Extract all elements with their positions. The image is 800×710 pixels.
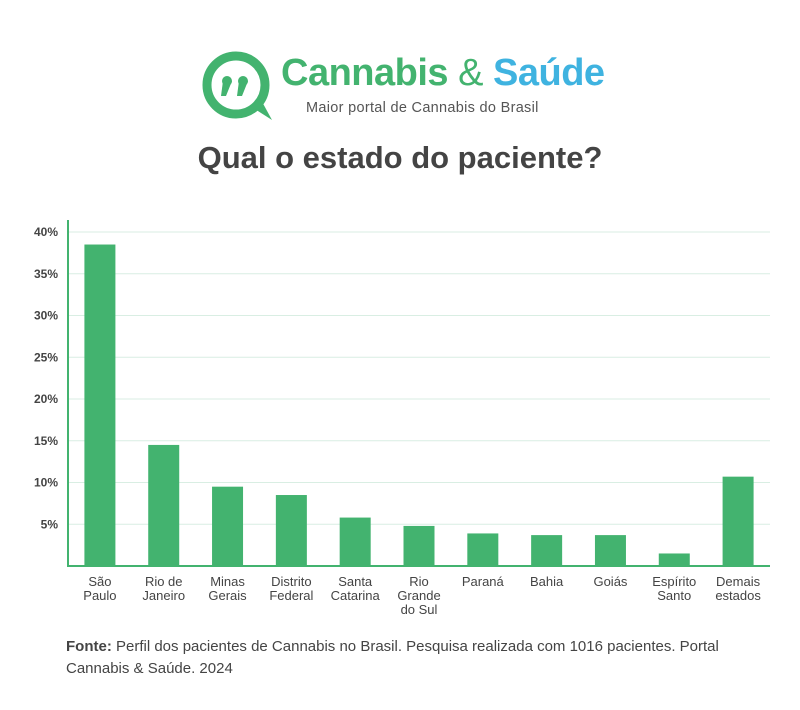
brand-name-part1: Cannabis (281, 52, 449, 94)
y-tick-label: 20% (34, 392, 58, 406)
brand-name-part2: Saúde (493, 52, 605, 94)
y-tick-label: 35% (34, 267, 58, 281)
bar (339, 517, 371, 566)
x-tick-label: Paraná (462, 574, 505, 589)
source-text: Perfil dos pacientes de Cannabis no Bras… (66, 638, 719, 677)
y-tick-label: 25% (34, 350, 58, 364)
x-tick-label: Distrito Federal (269, 574, 313, 603)
bar (722, 476, 754, 566)
brand-name-amp: & (458, 52, 483, 94)
y-tick-label: 10% (34, 476, 58, 490)
bar (531, 535, 563, 566)
bar (148, 444, 180, 566)
brand-tagline: Maior portal de Cannabis do Brasil (306, 100, 539, 116)
y-tick-label: 5% (41, 517, 59, 531)
x-tick-label: Santa Catarina (331, 574, 381, 603)
y-tick-label: 40% (34, 225, 58, 239)
brand-name: Cannabis & Saúde (281, 52, 605, 95)
bar (658, 553, 690, 566)
x-tick-label: São Paulo (83, 574, 116, 603)
source-note: Fonte: Perfil dos pacientes de Cannabis … (66, 636, 766, 680)
brand-logo: Cannabis & Saúde Maior portal de Cannabi… (202, 50, 605, 122)
y-tick-label: 30% (34, 309, 58, 323)
x-tick-label: Rio de Janeiro (142, 574, 185, 603)
bar (84, 244, 116, 566)
source-label: Fonte: (66, 638, 112, 655)
x-tick-label: Espírito Santo (652, 574, 696, 603)
x-tick-label: Rio Grande do Sul (397, 574, 440, 617)
bar (275, 495, 307, 566)
bar (403, 525, 435, 566)
x-tick-label: Bahia (530, 574, 564, 589)
x-tick-label: Demais estados (715, 574, 761, 603)
x-tick-label: Minas Gerais (208, 574, 247, 603)
bar (467, 533, 499, 566)
speech-bubble-icon (202, 51, 272, 120)
bar (594, 535, 626, 566)
x-tick-label: Goiás (593, 574, 627, 589)
bar-chart: 5% 10% 15% 20% 25% 30% 35% 40% São Paulo Rio de Jan… (34, 220, 770, 617)
y-tick-label: 15% (34, 434, 58, 448)
chart-title: Qual o estado do paciente? (197, 140, 603, 175)
bar (212, 486, 244, 566)
